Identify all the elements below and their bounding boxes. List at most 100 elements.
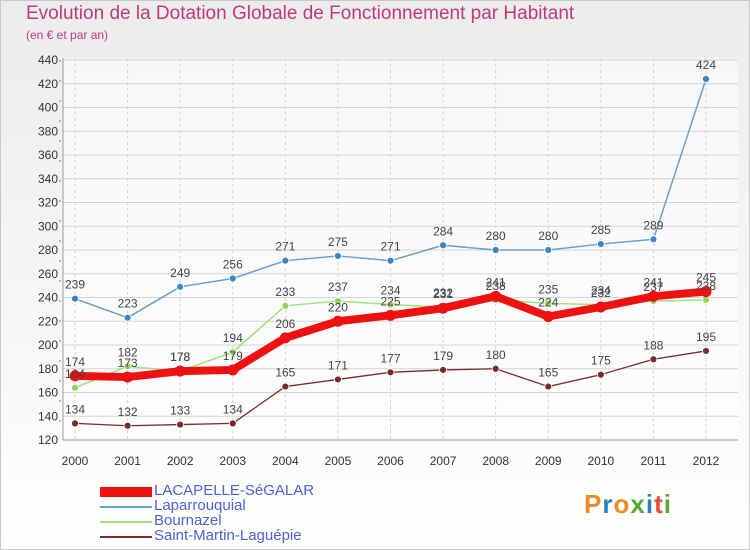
y-tick-label: 400 [38, 101, 58, 115]
data-point [122, 371, 134, 383]
y-tick-label: 240 [38, 291, 58, 305]
gridlines [63, 58, 738, 441]
legend-label: LACAPELLE-SéGALAR [154, 482, 315, 499]
x-tick-label: 2005 [325, 454, 352, 468]
data-label: 134 [223, 402, 243, 416]
data-point [386, 256, 395, 265]
data-label: 424 [696, 58, 716, 72]
data-label: 188 [643, 338, 663, 352]
data-label: 177 [380, 351, 400, 365]
data-point [439, 241, 447, 250]
y-tick-label: 280 [38, 243, 58, 257]
legend-label: Saint-Martin-Laguépie [154, 527, 302, 544]
data-label: 165 [275, 366, 295, 380]
data-point [595, 301, 607, 313]
legend-label: Laparrouquial [154, 497, 246, 514]
data-label: 171 [328, 358, 348, 372]
x-tick-label: 2004 [272, 454, 299, 468]
x-tick-label: 2001 [114, 454, 141, 468]
data-label: 206 [275, 317, 295, 331]
data-point [596, 240, 605, 248]
y-tick-label: 360 [38, 148, 58, 162]
data-point [279, 332, 291, 344]
data-point [227, 364, 239, 376]
data-label: 179 [223, 349, 243, 363]
data-point [71, 383, 79, 392]
data-point [71, 294, 79, 303]
data-point [491, 246, 500, 254]
data-point [702, 347, 710, 355]
x-tick-label: 2006 [377, 454, 404, 468]
data-point [334, 375, 342, 384]
data-point [228, 274, 237, 283]
plot-background [63, 58, 738, 440]
data-label: 234 [380, 284, 400, 298]
x-tick-label: 2002 [167, 454, 194, 468]
chart-subtitle: (en € et par an) [26, 28, 109, 42]
data-labels: 239 223 249 256 271 275 271 284 280 280 285 289 424 1… [65, 58, 716, 419]
data-point [71, 419, 79, 428]
data-label: 231 [433, 287, 453, 301]
data-label: 280 [538, 229, 558, 243]
data-label: 134 [65, 402, 85, 416]
y-tick-label: 180 [38, 362, 58, 376]
legend-swatch [100, 487, 152, 497]
y-tick-label: 200 [38, 338, 58, 352]
data-label: 232 [591, 286, 611, 300]
data-label: 224 [538, 296, 558, 310]
data-point [702, 295, 710, 304]
logo-letter: o [613, 489, 631, 519]
logo-letter: i [645, 489, 655, 519]
x-tick-label: 2009 [535, 454, 562, 468]
data-point [334, 297, 342, 305]
y-tick-label: 260 [38, 267, 58, 281]
y-tick-label: 140 [38, 409, 58, 423]
data-point [596, 370, 605, 379]
data-point [332, 315, 344, 327]
legend-swatch [100, 536, 152, 538]
data-label: 179 [433, 349, 453, 363]
x-tick-label: 2010 [587, 454, 614, 468]
series-lines [69, 75, 712, 430]
y-tick-label: 320 [38, 196, 58, 210]
data-label: 237 [643, 280, 663, 294]
data-label: 173 [118, 356, 138, 370]
data-point [544, 246, 553, 254]
data-point [123, 313, 132, 322]
data-point [649, 355, 658, 364]
legend-swatch [100, 521, 152, 523]
data-point [491, 364, 500, 373]
data-label: 220 [328, 300, 348, 314]
data-point [544, 299, 553, 308]
data-label: 178 [170, 350, 190, 364]
logo-letter: P [584, 489, 603, 519]
x-tick-label: 2000 [62, 454, 89, 468]
data-label: 234 [591, 284, 611, 298]
x-tick-label: 2007 [430, 454, 457, 468]
data-label: 232 [433, 286, 453, 300]
x-tick-label: 2011 [641, 454, 667, 468]
data-point [386, 368, 395, 377]
data-label: 249 [170, 266, 190, 280]
data-label: 233 [275, 285, 295, 299]
data-label: 175 [591, 354, 611, 368]
x-tick-label: 2012 [693, 454, 720, 468]
data-point [490, 290, 502, 302]
data-label: 238 [696, 279, 716, 293]
data-point [700, 286, 712, 298]
data-label: 289 [643, 218, 663, 232]
data-label: 165 [538, 366, 558, 380]
data-label: 178 [170, 350, 190, 364]
data-label: 271 [380, 240, 400, 254]
data-label: 235 [538, 282, 558, 296]
data-label: 133 [170, 404, 190, 418]
data-point [334, 252, 342, 260]
data-point [542, 311, 554, 322]
proxiti-logo: Proxiti [584, 489, 672, 520]
axes: 120 140 160 180 200 220 240 260 280 300 320 340 360 3… [38, 53, 738, 468]
data-label: 225 [380, 294, 400, 308]
data-label: 275 [328, 235, 348, 249]
data-point [647, 290, 659, 302]
data-point [281, 382, 290, 391]
y-tick-label: 160 [38, 386, 58, 400]
